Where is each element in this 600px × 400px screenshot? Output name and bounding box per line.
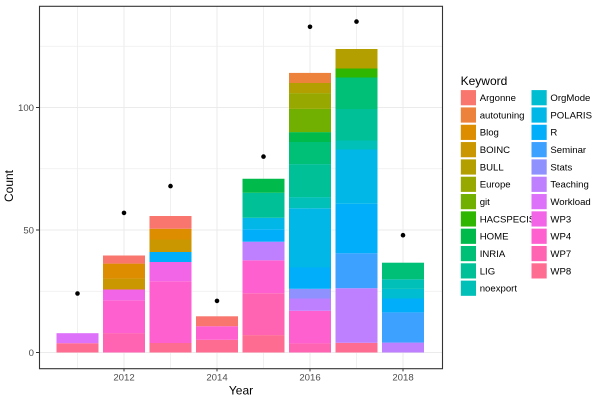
- svg-text:WP7: WP7: [550, 249, 571, 260]
- svg-text:autotuning: autotuning: [480, 110, 525, 121]
- svg-text:POLARIS: POLARIS: [550, 110, 592, 121]
- svg-text:WP4: WP4: [550, 232, 571, 243]
- svg-text:Workload: Workload: [550, 197, 590, 208]
- svg-text:WP8: WP8: [550, 266, 571, 277]
- svg-text:BOINC: BOINC: [480, 145, 510, 156]
- svg-text:HOME: HOME: [480, 232, 509, 243]
- svg-text:Seminar: Seminar: [550, 145, 587, 156]
- svg-text:INRIA: INRIA: [480, 249, 506, 260]
- svg-text:noexport: noexport: [480, 284, 518, 295]
- svg-text:Keyword: Keyword: [461, 74, 508, 88]
- svg-text:BULL: BULL: [480, 162, 505, 173]
- svg-text:Argonne: Argonne: [480, 93, 516, 104]
- svg-text:Year: Year: [229, 384, 253, 398]
- svg-text:0: 0: [29, 348, 34, 359]
- svg-text:2014: 2014: [206, 373, 228, 384]
- svg-text:HACSPECIS: HACSPECIS: [480, 214, 535, 225]
- svg-text:Blog: Blog: [480, 128, 499, 139]
- svg-text:Stats: Stats: [550, 162, 572, 173]
- svg-text:Count: Count: [2, 169, 16, 202]
- svg-text:2012: 2012: [113, 373, 134, 384]
- svg-text:2016: 2016: [299, 373, 320, 384]
- svg-text:100: 100: [18, 103, 34, 114]
- svg-text:WP3: WP3: [550, 214, 571, 225]
- svg-text:Teaching: Teaching: [550, 180, 588, 191]
- svg-text:LIG: LIG: [480, 266, 495, 277]
- svg-text:git: git: [480, 197, 490, 208]
- svg-text:2018: 2018: [392, 373, 413, 384]
- svg-text:R: R: [550, 128, 557, 139]
- svg-text:50: 50: [23, 225, 34, 236]
- svg-text:Europe: Europe: [480, 180, 511, 191]
- svg-text:OrgMode: OrgMode: [550, 93, 590, 104]
